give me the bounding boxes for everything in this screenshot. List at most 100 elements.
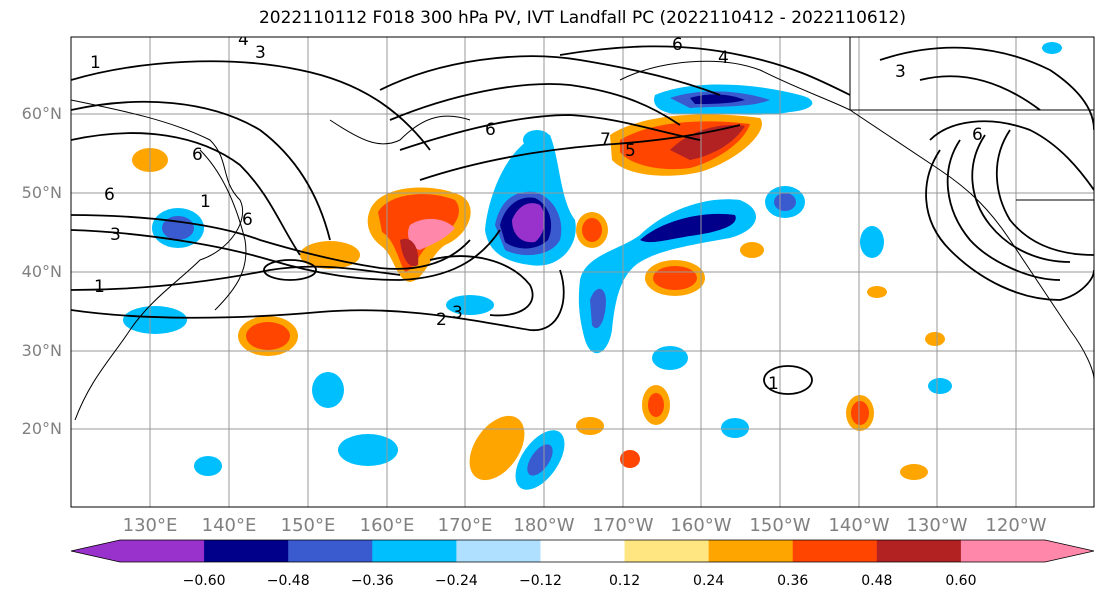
contour-label: 1	[94, 277, 105, 297]
lon-label: 150°E	[280, 515, 336, 536]
graticule	[71, 37, 1094, 507]
lat-label: 50°N	[21, 183, 62, 202]
negative-anomaly-blob	[578, 199, 757, 354]
coastlines	[71, 37, 1094, 421]
colorbar-segment	[120, 540, 205, 562]
positive-anomaly-blob	[400, 238, 419, 267]
lon-label: 150°W	[749, 515, 811, 536]
colorbar-segment	[876, 540, 962, 562]
contour-label: 5	[625, 141, 636, 161]
lon-label: 180°W	[513, 515, 575, 536]
negative-anomaly-blob	[338, 434, 398, 466]
negative-anomaly-blob	[312, 372, 344, 408]
colorbar-segment	[372, 540, 457, 562]
colorbar-tick-label: 0.12	[608, 573, 641, 589]
positive-anomaly-blob	[925, 332, 945, 346]
colorbar-segment	[456, 540, 541, 562]
positive-anomaly-blob	[582, 218, 602, 242]
contour-label: 6	[192, 145, 203, 165]
colorbar-tick-label: −0.60	[182, 573, 226, 589]
pv-contours	[71, 45, 1094, 395]
colorbar-segment	[708, 540, 794, 562]
contour-label: 4	[718, 48, 729, 68]
colorbar-segment	[204, 540, 289, 562]
contour-label: 3	[255, 43, 266, 63]
colorbar-tick-label: −0.48	[266, 573, 310, 589]
contour-label: 1	[200, 192, 211, 212]
positive-anomaly-blob	[408, 218, 455, 250]
lon-label: 130°E	[122, 515, 178, 536]
lon-label: 140°E	[201, 515, 257, 536]
negative-anomaly-blob	[1042, 42, 1062, 54]
lon-label: 120°W	[985, 515, 1047, 536]
map-frame	[70, 36, 1095, 508]
colorbar-tick-label: 0.60	[945, 573, 977, 589]
colorbar-tick-label: 0.48	[861, 573, 893, 589]
positive-anomaly-blob	[867, 286, 887, 298]
positive-anomaly-blob	[851, 401, 869, 425]
lat-label: 40°N	[21, 262, 62, 281]
negative-anomaly-blob	[860, 226, 884, 258]
positive-anomaly-blob	[900, 464, 928, 480]
contour-label: 1	[768, 374, 779, 394]
positive-anomaly-blob	[670, 125, 745, 160]
map-title: 2022110112 F018 300 hPa PV, IVT Landfall…	[258, 8, 906, 28]
colorbar-segment	[540, 540, 626, 562]
colorbar-tick-label: 0.24	[693, 573, 725, 589]
contour-label: 6	[672, 35, 683, 55]
contour-label: 6	[485, 120, 496, 140]
contour-label: 6	[242, 210, 253, 230]
colorbar-segment	[624, 540, 710, 562]
positive-anomaly-blob	[300, 241, 360, 269]
colorbar-right-extend	[1045, 540, 1094, 562]
negative-anomaly-blob	[652, 346, 688, 370]
map-panel: 1 4 3 6 6 7 4 3 6 6 3 6 1 2 3 5 1 6 1	[71, 30, 1094, 507]
lon-label: 170°W	[592, 515, 654, 536]
positive-anomaly-blob	[620, 450, 640, 468]
colorbar-tick-label: −0.24	[434, 573, 478, 589]
lon-label: 140°W	[828, 515, 890, 536]
shading-layer	[123, 42, 1062, 490]
contour-label: 4	[238, 30, 249, 50]
contour-label: 1	[90, 53, 101, 73]
colorbar-segment	[288, 540, 373, 562]
negative-anomaly-blob	[446, 295, 494, 315]
negative-anomaly-blob	[527, 444, 553, 476]
negative-anomaly-blob	[928, 378, 952, 394]
positive-anomaly-blob	[648, 393, 664, 417]
negative-anomaly-blob	[721, 418, 749, 438]
lon-label: 160°W	[670, 515, 732, 536]
lat-label: 20°N	[21, 419, 62, 438]
contour-label: 2	[436, 310, 447, 330]
lon-label: 170°E	[437, 515, 493, 536]
contour-label: 3	[452, 303, 463, 323]
positive-anomaly-blob	[653, 266, 697, 290]
contour-label: 3	[110, 225, 121, 245]
negative-anomaly-blob	[512, 203, 545, 243]
negative-anomaly-blob	[640, 213, 736, 243]
positive-anomaly-blob	[576, 417, 604, 435]
contour-label: 6	[104, 185, 115, 205]
contour-label: 3	[895, 62, 906, 82]
colorbar-tick-label: −0.36	[350, 573, 394, 589]
colorbar-tick-label: 0.36	[777, 573, 809, 589]
lat-label: 60°N	[21, 104, 62, 123]
negative-anomaly-blob	[590, 288, 606, 329]
colorbar-outline	[70, 539, 1095, 563]
lon-label: 160°E	[359, 515, 415, 536]
contour-label: 7	[600, 130, 611, 150]
colorbar-segment	[960, 540, 1046, 562]
negative-anomaly-blob	[523, 130, 551, 150]
negative-anomaly-blob	[690, 94, 745, 104]
colorbar-left-extend	[71, 540, 120, 562]
negative-anomaly-blob	[123, 306, 187, 334]
lat-label: 30°N	[21, 341, 62, 360]
positive-anomaly-blob	[246, 322, 290, 350]
negative-anomaly-blob	[194, 456, 222, 476]
contour-label: 6	[972, 125, 983, 145]
colorbar-segment	[792, 540, 878, 562]
lon-label: 130°W	[906, 515, 968, 536]
positive-anomaly-blob	[469, 415, 525, 481]
contour-labels: 1 4 3 6 6 7 4 3 6 6 3 6 1 2 3 5 1 6 1	[90, 30, 983, 394]
